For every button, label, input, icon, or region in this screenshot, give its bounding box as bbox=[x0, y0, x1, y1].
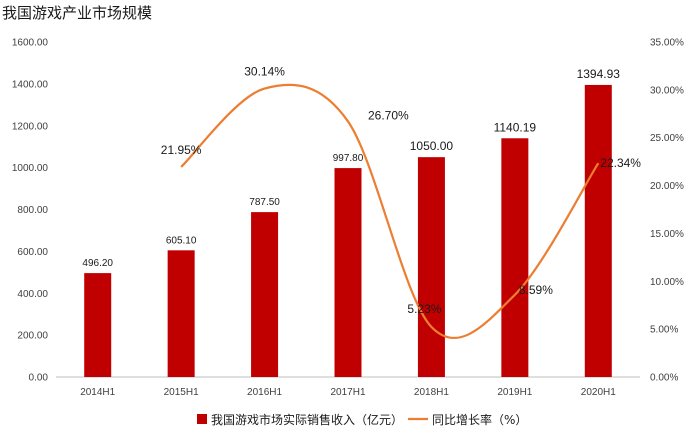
y-right-tick-label: 10.00% bbox=[650, 277, 684, 288]
bar-data-label: 1050.00 bbox=[410, 139, 454, 153]
bar-data-label: 605.10 bbox=[166, 235, 197, 246]
legend-bar-label: 我国游戏市场实际销售收入（亿元） bbox=[211, 412, 403, 427]
line-layer bbox=[180, 83, 600, 340]
line-data-label: 26.70% bbox=[368, 108, 409, 122]
bar bbox=[84, 273, 112, 377]
legend: 我国游戏市场实际销售收入（亿元） 同比增长率（%） bbox=[197, 412, 527, 427]
line-data-label: 5.23% bbox=[407, 302, 441, 316]
labels-layer: 496.20 605.10 787.50 997.80 1050.00 1140.19 13… bbox=[82, 65, 641, 316]
bars-layer bbox=[84, 84, 612, 378]
y-right-tick-label: 5.00% bbox=[650, 325, 678, 336]
y-right-tick-label: 30.00% bbox=[650, 85, 684, 96]
x-tick-label: 2016H1 bbox=[247, 387, 282, 398]
growth-rate-line bbox=[180, 83, 600, 340]
x-tick-label: 2018H1 bbox=[414, 387, 449, 398]
y-left-tick-label: 1400.00 bbox=[12, 79, 49, 90]
bar-data-label: 997.80 bbox=[333, 153, 364, 164]
y-left-tick-label: 600.00 bbox=[17, 247, 48, 258]
y-right-tick-label: 15.00% bbox=[650, 229, 684, 240]
y-right-tick-label: 25.00% bbox=[650, 133, 684, 144]
y-left-tick-label: 400.00 bbox=[17, 289, 48, 300]
chart-title: 我国游戏产业市场规模 bbox=[2, 4, 153, 22]
y-left-tick-label: 800.00 bbox=[17, 205, 48, 216]
bar-data-label: 787.50 bbox=[249, 197, 280, 208]
bar bbox=[251, 212, 279, 377]
bar bbox=[167, 250, 195, 377]
bar-data-label: 496.20 bbox=[82, 258, 113, 269]
line-data-label: 8.59% bbox=[519, 283, 553, 297]
y-right-tick-label: 20.00% bbox=[650, 181, 684, 192]
y-left-tick-label: 0.00 bbox=[29, 373, 49, 384]
legend-line-label: 同比增长率（%） bbox=[432, 412, 527, 427]
bar-data-label: 1394.93 bbox=[577, 67, 621, 81]
line-data-label: 21.95% bbox=[161, 143, 202, 157]
line-data-label: 30.14% bbox=[244, 65, 285, 79]
bar bbox=[417, 157, 445, 377]
bar bbox=[584, 84, 612, 378]
legend-bar-swatch bbox=[197, 414, 207, 424]
line-data-label: 22.34% bbox=[600, 156, 641, 170]
y-left-tick-label: 1600.00 bbox=[12, 38, 49, 49]
x-tick-label: 2019H1 bbox=[497, 387, 532, 398]
bar bbox=[334, 168, 362, 377]
y-left-tick-label: 200.00 bbox=[17, 331, 48, 342]
y-left-tick-label: 1000.00 bbox=[12, 163, 49, 174]
x-tick-label: 2020H1 bbox=[581, 387, 616, 398]
x-tick-label: 2017H1 bbox=[330, 387, 365, 398]
y-right-tick-label: 0.00% bbox=[650, 373, 678, 384]
x-tick-label: 2015H1 bbox=[164, 387, 199, 398]
bar-data-label: 1140.19 bbox=[494, 120, 537, 134]
bar bbox=[501, 138, 529, 377]
y-left-tick-label: 1200.00 bbox=[12, 121, 49, 132]
y-right-tick-label: 35.00% bbox=[650, 38, 684, 49]
x-tick-label: 2014H1 bbox=[80, 387, 115, 398]
